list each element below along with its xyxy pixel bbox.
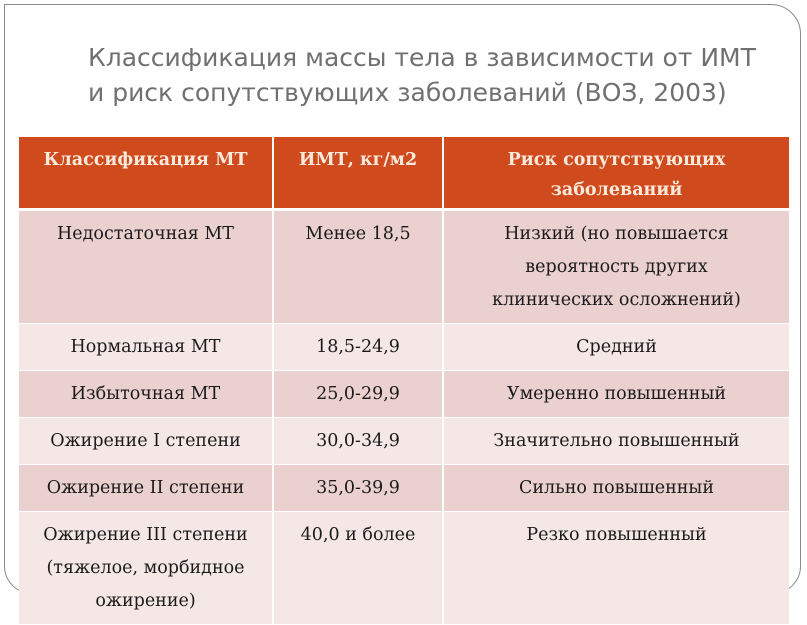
table-row: Ожирение II степени 35,0-39,9 Сильно пов…	[19, 464, 789, 512]
cell-classification: Ожирение I степени	[19, 417, 274, 465]
table-row: Ожирение III степени (тяжелое, морбидное…	[19, 511, 789, 625]
cell-bmi: 40,0 и более	[273, 511, 444, 625]
cell-risk: Сильно повышенный	[443, 464, 789, 512]
cell-classification: Избыточная МТ	[19, 370, 274, 418]
cell-classification: Нормальная МТ	[19, 323, 274, 371]
cell-classification: Недостаточная МТ	[19, 209, 274, 324]
title-line-2: и риск сопутствующих заболеваний (ВОЗ, 2…	[88, 78, 727, 107]
cell-risk: Резко повышенный	[443, 511, 789, 625]
table-header-row: Классификация МТ ИМТ, кг/м2 Риск сопутст…	[19, 137, 789, 211]
table-row: Нормальная МТ 18,5-24,9 Средний	[19, 323, 789, 371]
cell-bmi: 35,0-39,9	[273, 464, 444, 512]
cell-classification: Ожирение III степени (тяжелое, морбидное…	[19, 511, 274, 625]
cell-risk: Низкий (но повышается вероятность других…	[443, 209, 789, 324]
cell-bmi: 25,0-29,9	[273, 370, 444, 418]
cell-risk: Значительно повышенный	[443, 417, 789, 465]
cell-bmi: 18,5-24,9	[273, 323, 444, 371]
table-row: Избыточная МТ 25,0-29,9 Умеренно повышен…	[19, 370, 789, 418]
table-row: Недостаточная МТ Менее 18,5 Низкий (но п…	[19, 209, 789, 324]
cell-classification: Ожирение II степени	[19, 464, 274, 512]
bmi-classification-table: Классификация МТ ИМТ, кг/м2 Риск сопутст…	[19, 137, 789, 625]
table-row: Ожирение I степени 30,0-34,9 Значительно…	[19, 417, 789, 465]
cell-bmi: Менее 18,5	[273, 209, 444, 324]
header-bmi: ИМТ, кг/м2	[273, 137, 444, 211]
cell-bmi: 30,0-34,9	[273, 417, 444, 465]
title-line-1: Классификация массы тела в зависимости о…	[88, 43, 756, 72]
header-risk: Риск сопутствующих заболеваний	[443, 137, 789, 211]
header-classification: Классификация МТ	[19, 137, 274, 211]
cell-risk: Средний	[443, 323, 789, 371]
slide-title: Классификация массы тела в зависимости о…	[88, 40, 788, 110]
cell-risk: Умеренно повышенный	[443, 370, 789, 418]
